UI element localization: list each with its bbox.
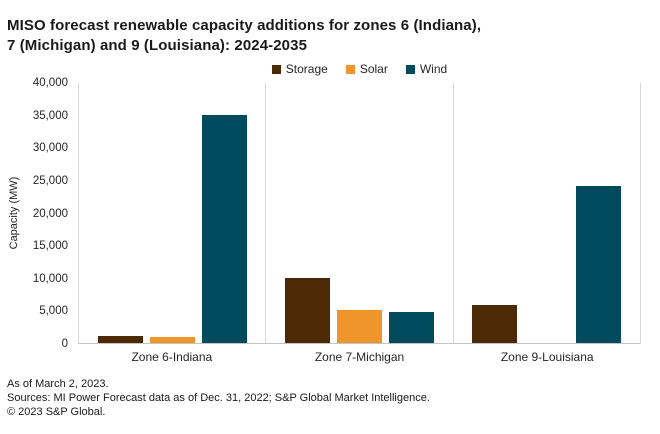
x-axis-label-zone-7-michigan: Zone 7-Michigan [314,350,405,364]
x-axis-label-zone-6-indiana: Zone 6-Indiana [131,350,213,364]
chart-title-line-1: MISO forecast renewable capacity additio… [7,17,482,35]
bar-storage-zone-7-michigan [284,278,330,343]
bar-solar-zone-6-indiana [149,337,195,343]
y-tick-20-000: 20,000 [32,207,68,220]
legend-item-wind: Wind [405,62,448,76]
y-axis-ticks: 0 5,000 10,000 15,000 20,000 25,000 30,000 35,0… [0,77,72,350]
legend-label-solar: Solar [359,62,388,76]
bar-group-zone-9-louisiana [452,83,640,343]
y-tick-5-000: 5,000 [39,305,68,318]
legend-item-storage: Storage [271,62,328,76]
chart-title-line-2: 7 (Michigan) and 9 (Louisiana): 2024-203… [7,37,308,55]
y-tick-30-000: 30,000 [32,142,68,155]
footnote-as-of: As of March 2, 2023. [7,378,109,390]
solar-swatch-icon [345,64,355,74]
legend-label-wind: Wind [419,62,448,76]
bar-group-zone-6-indiana [79,83,265,343]
x-axis-label-zone-9-louisiana: Zone 9-Louisiana [500,350,594,364]
y-tick-35-000: 35,000 [32,109,68,122]
x-axis-labels: Zone 6-Indiana Zone 7-Michigan Zone 9-Loui… [78,350,641,364]
footnotes: As of March 2, 2023. Sources: MI Power F… [7,377,647,419]
chart-title: MISO forecast renewable capacity additio… [7,16,647,56]
y-tick-25-000: 25,000 [32,174,68,187]
bar-wind-zone-7-michigan [388,312,434,343]
legend: Storage Solar Wind [78,61,641,77]
y-tick-40-000: 40,000 [32,77,68,89]
bar-wind-zone-6-indiana [201,115,247,343]
plot-area [78,83,641,344]
legend-label-storage: Storage [285,62,328,76]
bar-storage-zone-6-indiana [97,336,143,343]
y-tick-10-000: 10,000 [32,272,68,285]
bar-storage-zone-9-louisiana [472,305,518,343]
bar-solar-zone-7-michigan [336,310,382,343]
footnote-sources: Sources: MI Power Forecast data as of De… [7,392,430,404]
y-tick-0: 0 [61,338,68,350]
y-tick-15-000: 15,000 [32,240,68,253]
bar-group-zone-7-michigan [265,83,452,343]
footnote-copyright: © 2023 S&P Global. [7,406,106,418]
bar-wind-zone-9-louisiana [576,186,622,343]
wind-swatch-icon [405,64,415,74]
storage-swatch-icon [271,64,281,74]
legend-item-solar: Solar [345,62,388,76]
